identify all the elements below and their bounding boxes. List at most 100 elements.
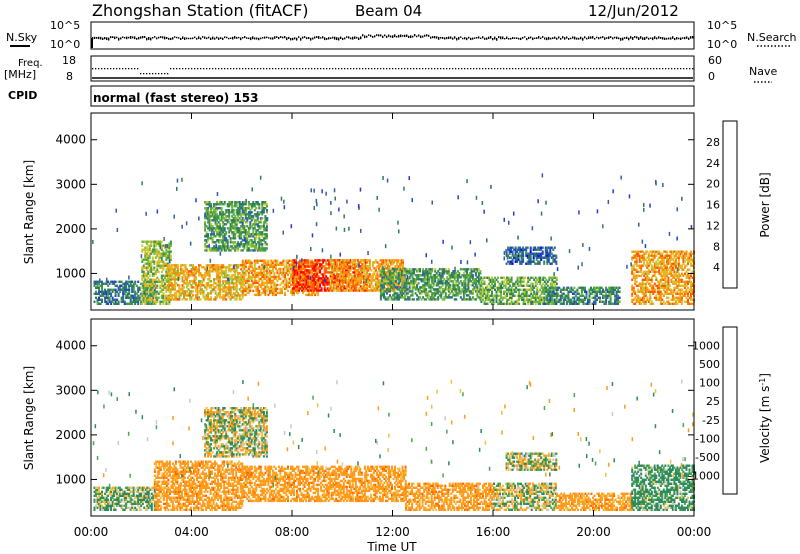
- heatmap-cell: [350, 279, 353, 282]
- heatmap-cell: [405, 280, 408, 283]
- heatmap-cell: [389, 276, 391, 279]
- heatmap-cell: [315, 291, 318, 295]
- heatmap-cell: [153, 300, 156, 303]
- freq-point: [455, 68, 457, 70]
- heatmap-cell: [217, 264, 220, 267]
- freq-point: [374, 68, 376, 70]
- heatmap-cell: [126, 280, 129, 283]
- heatmap-cell: [234, 223, 237, 226]
- heatmap-cell: [456, 284, 459, 287]
- heatmap-cell: [253, 293, 256, 297]
- heatmap-cell: [301, 287, 303, 290]
- heatmap-cell: [160, 266, 163, 269]
- heatmap-cell: [235, 245, 238, 248]
- heatmap-cell: [377, 275, 380, 278]
- heatmap-cell: [444, 292, 447, 295]
- heatmap-cell: [316, 273, 319, 276]
- heatmap-cell: [316, 263, 319, 266]
- heatmap-cell: [440, 294, 443, 297]
- heatmap-cell: [252, 243, 255, 246]
- heatmap-cell: [473, 286, 476, 289]
- heatmap-cell: [393, 280, 396, 283]
- heatmap-cell: [417, 268, 420, 271]
- heatmap-cell: [305, 259, 308, 262]
- heatmap-cell: [311, 287, 314, 290]
- nsky-point: [206, 37, 208, 40]
- heatmap-cell: [210, 292, 213, 295]
- heatmap-cell: [169, 292, 172, 295]
- heatmap-cell: [264, 247, 267, 250]
- heatmap-cell: [461, 284, 464, 287]
- heatmap-cell: [295, 289, 297, 292]
- heatmap-cell: [503, 290, 505, 293]
- heatmap-cell: [434, 276, 437, 279]
- heatmap-cell: [142, 264, 145, 267]
- heatmap-cell: [340, 263, 343, 266]
- heatmap-cell: [159, 264, 162, 267]
- heatmap-cell: [150, 298, 153, 301]
- heatmap-cell: [480, 284, 483, 287]
- heatmap-cell: [211, 268, 214, 271]
- heatmap-cell: [325, 279, 328, 282]
- heatmap-cell: [302, 283, 305, 286]
- heatmap-cell: [344, 275, 347, 278]
- nsky-point: [388, 34, 390, 37]
- heatmap-cell: [183, 294, 185, 297]
- heatmap-cell: [425, 272, 428, 275]
- heatmap-cell: [383, 274, 385, 277]
- heatmap-cell: [96, 298, 99, 301]
- heatmap-cell: [481, 290, 484, 293]
- heatmap-cell: [447, 296, 450, 299]
- heatmap-cell: [122, 290, 125, 293]
- heatmap-cell: [368, 267, 371, 270]
- heatmap-cell: [183, 274, 185, 277]
- nsky-panel: N.Sky 10^5 10^0 10^5 10^0 N.Search: [6, 19, 797, 51]
- freq-point: [224, 68, 226, 70]
- heatmap-cell: [216, 219, 219, 222]
- heatmap-cell: [126, 302, 129, 305]
- heatmap-cell: [417, 290, 420, 293]
- heatmap-cell: [205, 284, 208, 287]
- heatmap-cell: [258, 231, 261, 234]
- nsky-point: [586, 37, 588, 40]
- heatmap-cell: [444, 296, 447, 299]
- heatmap-cell: [410, 274, 413, 277]
- heatmap-cell: [329, 283, 332, 286]
- heatmap-cell: [401, 288, 403, 291]
- heatmap-cell: [299, 259, 301, 262]
- heatmap-cell: [238, 278, 241, 281]
- heatmap-cell: [362, 279, 365, 282]
- heatmap-cell: [244, 233, 247, 236]
- heatmap-cell: [350, 261, 353, 264]
- heatmap-cell: [249, 223, 252, 226]
- heatmap-cell: [307, 259, 310, 262]
- heatmap-cell: [225, 274, 228, 277]
- freq-point: [671, 68, 673, 70]
- heatmap-cell: [202, 292, 205, 295]
- heatmap-cell: [147, 262, 150, 265]
- heatmap-cell: [284, 271, 286, 275]
- heatmap-cell: [476, 270, 479, 273]
- heatmap-cell: [264, 201, 267, 204]
- heatmap-cell: [416, 298, 419, 301]
- heatmap-cell: [228, 221, 231, 224]
- heatmap-cell: [347, 269, 350, 272]
- heatmap-cell: [214, 266, 217, 269]
- heatmap-cell: [343, 277, 346, 280]
- heatmap-cell: [343, 273, 346, 276]
- heatmap-cell: [334, 267, 337, 270]
- heatmap-cell: [389, 272, 391, 275]
- heatmap-cell: [211, 241, 214, 244]
- heatmap-cell: [316, 283, 319, 286]
- heatmap-cell: [168, 256, 171, 259]
- heatmap-cell: [402, 296, 405, 299]
- heatmap-cell: [170, 296, 173, 299]
- heatmap-cell: [241, 272, 244, 275]
- heatmap-cell: [383, 282, 385, 285]
- heatmap-cell: [234, 272, 237, 275]
- heatmap-cell: [232, 288, 235, 291]
- heatmap-cell: [450, 290, 453, 293]
- heatmap-cell: [175, 270, 178, 273]
- heatmap-cell: [477, 278, 480, 281]
- heatmap-cell: [232, 209, 235, 212]
